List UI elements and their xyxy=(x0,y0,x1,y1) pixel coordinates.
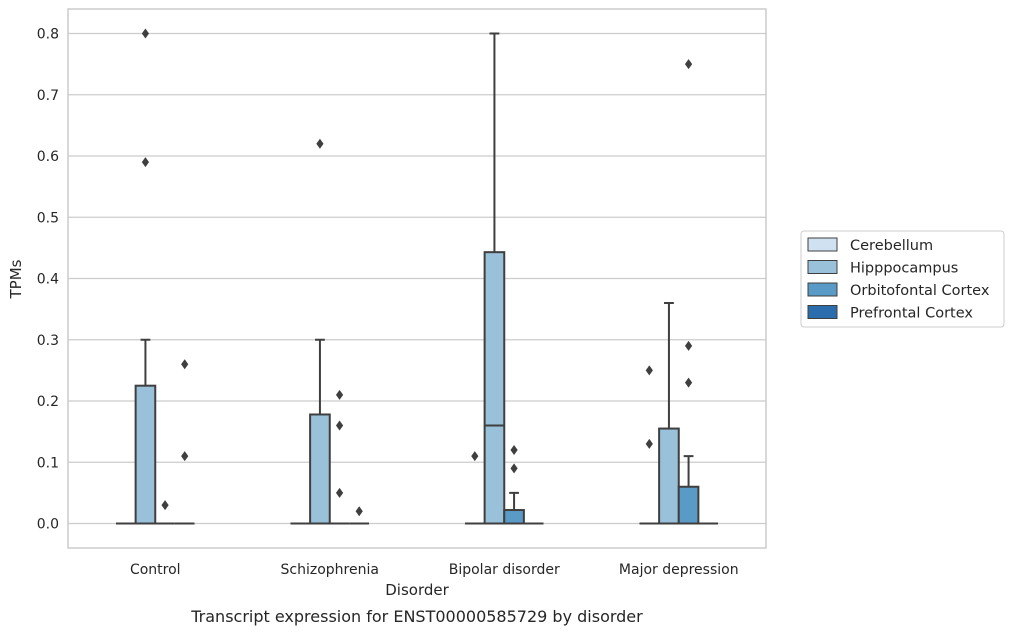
box xyxy=(677,485,700,525)
outlier-point xyxy=(335,420,344,431)
legend-swatch xyxy=(807,305,838,319)
x-tick-label: Bipolar disorder xyxy=(449,562,560,578)
box xyxy=(309,413,331,525)
y-tick-label: 0.6 xyxy=(37,149,59,165)
legend-swatch xyxy=(807,282,838,297)
box-group xyxy=(464,451,485,525)
outlier-point xyxy=(510,445,518,455)
box xyxy=(658,427,680,525)
y-tick-label: 0.1 xyxy=(37,455,59,471)
y-tick-label: 0.5 xyxy=(37,210,59,226)
y-axis-ticks: 0.0 0.1 0.2 0.3 0.4 0.5 0.6 0.7 0.8 xyxy=(37,27,59,533)
legend-label: Hipppocampus xyxy=(850,261,958,277)
box-group xyxy=(309,138,331,525)
outlier-point xyxy=(181,451,189,462)
box-group xyxy=(503,445,525,525)
legend-label: Orbitofontal Cortex xyxy=(850,283,990,299)
outlier-point xyxy=(645,365,653,376)
x-tick-label: Major depression xyxy=(619,562,739,578)
outlier-point xyxy=(684,340,693,351)
y-tick-label: 0.7 xyxy=(37,88,59,104)
outlier-point xyxy=(181,359,189,370)
legend-swatch xyxy=(807,260,838,274)
x-tick-label: Schizophrenia xyxy=(281,562,379,578)
box-group xyxy=(639,365,660,525)
box-group xyxy=(658,302,680,525)
outlier-point xyxy=(161,500,169,511)
outlier-point xyxy=(684,59,693,70)
outlier-point xyxy=(335,389,344,400)
box xyxy=(503,509,525,525)
outlier-point xyxy=(510,463,518,474)
outlier-point xyxy=(141,157,150,168)
box xyxy=(134,384,157,525)
x-axis-ticks: Control Schizophrenia Bipolar disorder Majo… xyxy=(130,562,739,578)
x-axis-label: Disorder xyxy=(385,581,449,599)
box xyxy=(483,251,506,525)
y-tick-label: 0.0 xyxy=(37,517,59,533)
legend-label: Prefrontal Cortex xyxy=(850,306,973,322)
outlier-point xyxy=(684,377,693,388)
box-group xyxy=(155,500,175,525)
legend: Cerebellum Hipppocampus Orbitofontal Corte… xyxy=(800,230,1005,328)
box-group xyxy=(677,59,700,525)
outlier-point xyxy=(335,487,344,498)
y-tick-label: 0.3 xyxy=(37,333,59,349)
legend-frame xyxy=(800,230,1005,328)
y-tick-label: 0.4 xyxy=(37,272,59,288)
outlier-point xyxy=(141,28,150,39)
box-series xyxy=(115,28,719,525)
legend-swatch xyxy=(807,237,838,252)
box-group xyxy=(134,28,157,525)
legend-label: Cerebellum xyxy=(850,238,933,254)
y-tick-label: 0.8 xyxy=(37,27,59,43)
outlier-point xyxy=(316,138,324,149)
y-axis-label: TPMs xyxy=(7,259,25,299)
plot-frame xyxy=(67,8,767,549)
outlier-point xyxy=(355,506,363,517)
box-group xyxy=(329,389,350,525)
chart-caption: Transcript expression for ENST0000058572… xyxy=(190,607,643,626)
x-tick-label: Control xyxy=(130,562,181,578)
box-group xyxy=(349,506,370,525)
box-group xyxy=(483,32,506,525)
outlier-point xyxy=(645,438,653,449)
y-tick-label: 0.2 xyxy=(37,394,59,410)
box-group xyxy=(174,359,195,525)
outlier-point xyxy=(471,451,479,462)
